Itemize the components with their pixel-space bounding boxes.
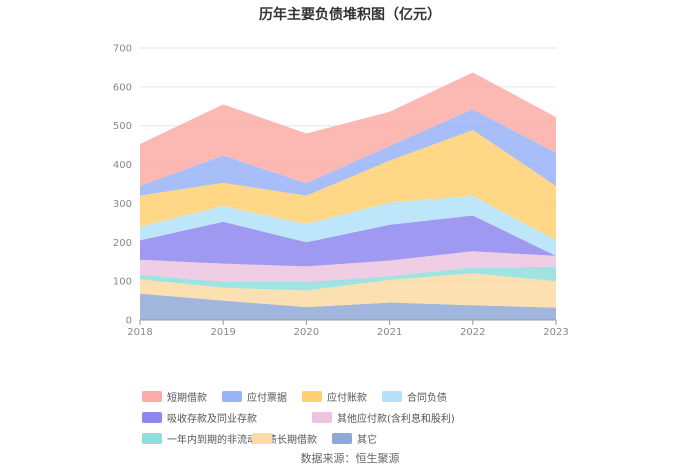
y-tick-label: 700 [113, 44, 132, 55]
legend-label: 应付票据 [247, 393, 287, 404]
legend-item[interactable]: 吸收存款及同业存款 [142, 410, 312, 425]
legend-swatch [142, 412, 162, 423]
legend-item[interactable]: 长期借款 [252, 431, 332, 446]
legend-label: 一年内到期的非流动负债 [167, 435, 277, 446]
area-series [140, 266, 556, 291]
x-tick-label: 2020 [294, 327, 319, 338]
legend-swatch [252, 433, 272, 444]
legend-item[interactable]: 其它 [332, 431, 412, 446]
legend-swatch [382, 391, 402, 402]
area-series [140, 273, 556, 308]
legend-label: 长期借款 [277, 435, 317, 446]
legend-item[interactable]: 其他应付款(含利息和股利) [312, 410, 502, 425]
chart-title: 历年主要负债堆积图（亿元） [259, 7, 441, 23]
area-series [140, 196, 556, 256]
legend-swatch [302, 391, 322, 402]
legend-swatch [142, 433, 162, 444]
legend-swatch [222, 391, 242, 402]
legend-label: 应付账款 [327, 393, 367, 404]
area-series [140, 251, 556, 282]
legend-swatch [312, 412, 332, 423]
x-tick-label: 2019 [210, 327, 235, 338]
legend-label: 其它 [357, 435, 377, 446]
legend-swatch [332, 433, 352, 444]
area-series [140, 215, 556, 267]
legend-item[interactable]: 应付票据 [222, 389, 302, 404]
x-tick-label: 2022 [460, 327, 485, 338]
x-tick-label: 2021 [377, 327, 402, 338]
area-series [140, 109, 556, 196]
x-tick-label: 2023 [543, 327, 568, 338]
area-series [140, 129, 556, 241]
area-series [140, 293, 556, 320]
legend-item[interactable]: 一年内到期的非流动负债 [142, 431, 277, 446]
legend-label: 合同负债 [407, 393, 447, 404]
legend-item[interactable]: 合同负债 [382, 389, 462, 404]
y-tick-label: 600 [113, 82, 132, 93]
legend-label: 短期借款 [167, 393, 207, 404]
y-tick-label: 100 [113, 277, 132, 288]
legend-label: 吸收存款及同业存款 [167, 414, 257, 425]
legend-label: 其他应付款(含利息和股利) [337, 414, 455, 425]
chart-legend: 短期借款 应付票据 应付账款 合同负债吸收存款及同业存款 其他应付款(含利息和股利) 一年… [142, 389, 572, 446]
y-tick-label: 200 [113, 238, 132, 249]
area-series [140, 72, 556, 186]
y-tick-label: 0 [126, 316, 132, 327]
y-tick-label: 500 [113, 121, 132, 132]
data-source: 数据来源：恒生聚源 [300, 452, 400, 465]
y-tick-label: 400 [113, 160, 132, 171]
y-tick-label: 300 [113, 199, 132, 210]
legend-item[interactable]: 应付账款 [302, 389, 382, 404]
legend-item[interactable]: 短期借款 [142, 389, 222, 404]
legend-swatch [142, 391, 162, 402]
x-tick-label: 2018 [127, 327, 152, 338]
